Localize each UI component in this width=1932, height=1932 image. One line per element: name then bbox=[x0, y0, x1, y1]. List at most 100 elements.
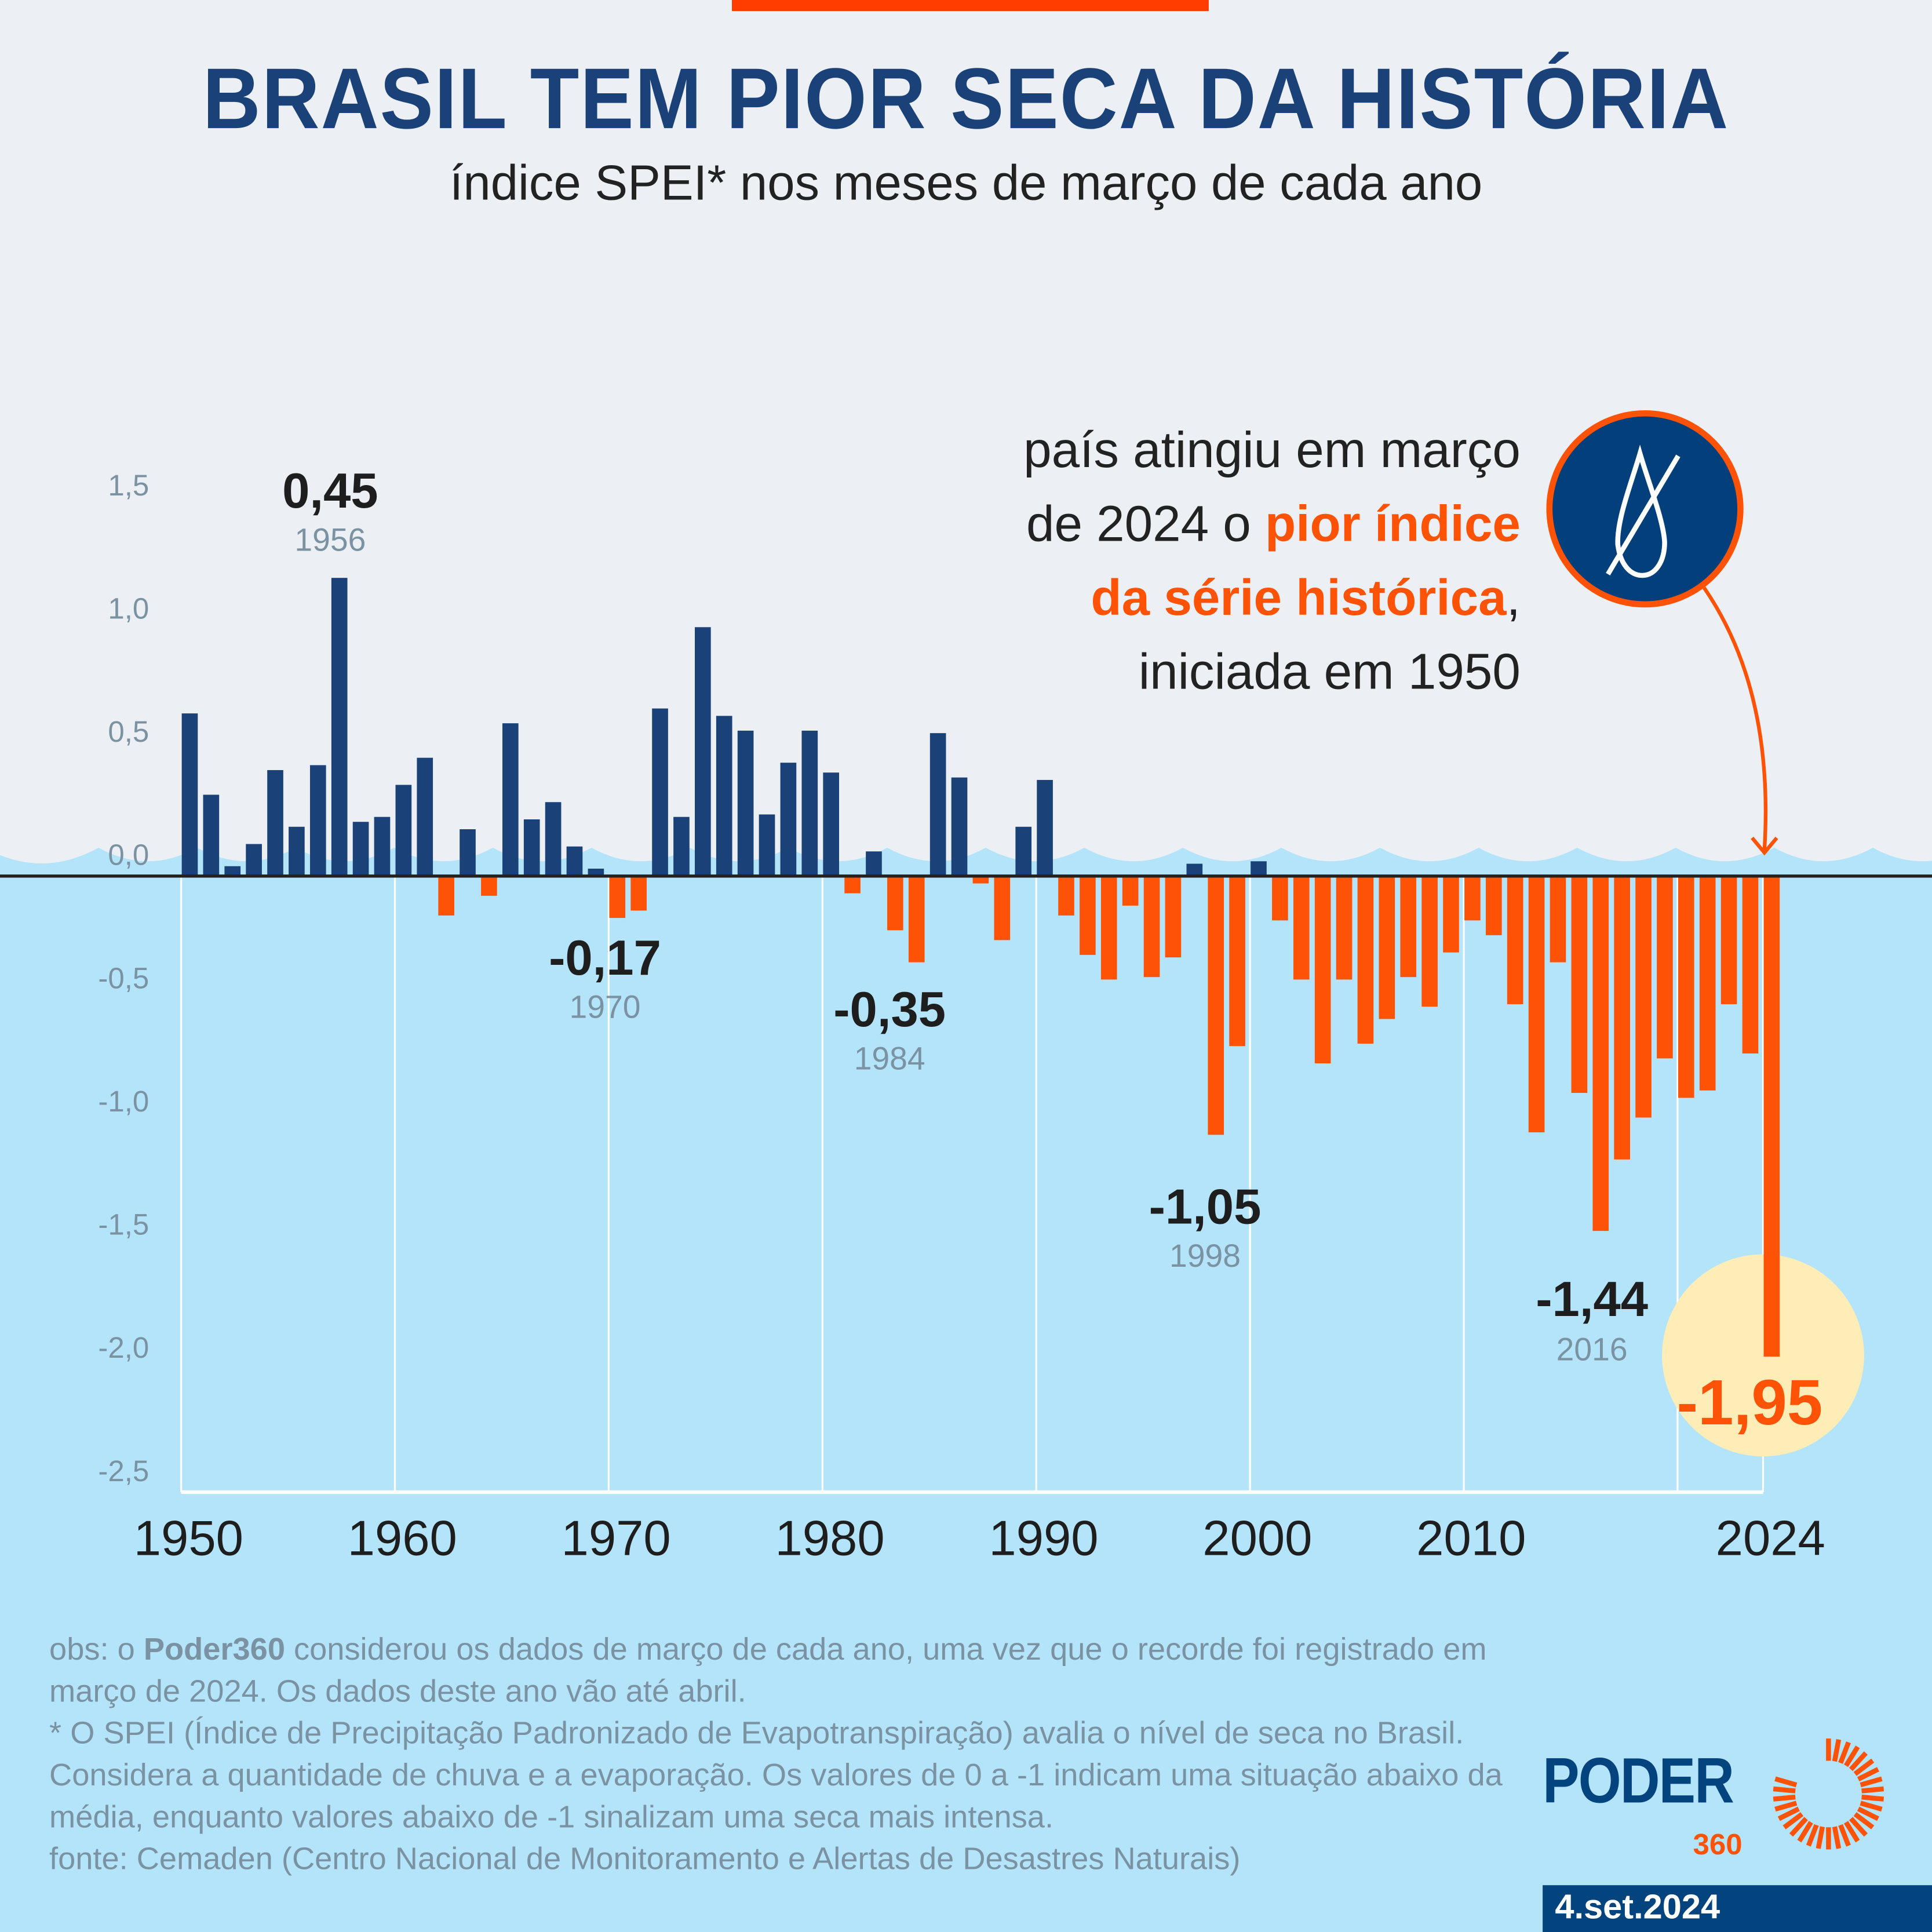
callout-value-2024: -1,95 bbox=[1676, 1367, 1822, 1438]
sun-ray bbox=[1832, 1826, 1842, 1849]
bar-1991 bbox=[1058, 876, 1074, 916]
bar-1989 bbox=[1015, 826, 1032, 876]
sun-ray bbox=[1777, 1806, 1800, 1821]
highlight-circle bbox=[1662, 1254, 1864, 1457]
bar-1999 bbox=[1229, 876, 1245, 1047]
bar-2009 bbox=[1443, 876, 1459, 953]
sun-ray bbox=[1838, 1824, 1851, 1847]
bar-1951 bbox=[203, 794, 220, 876]
sun-ray bbox=[1844, 1745, 1860, 1767]
bar-1965 bbox=[502, 723, 519, 876]
bar-1997 bbox=[1186, 863, 1203, 876]
obs-brand: Poder360 bbox=[143, 1632, 285, 1667]
poder360-logo: PODER bbox=[1543, 1745, 1734, 1818]
annotation-highlight: pior índice bbox=[1265, 495, 1521, 552]
annotation-plain: , bbox=[1506, 569, 1521, 626]
page-subtitle: índice SPEI* nos meses de março de cada … bbox=[449, 156, 1483, 211]
bar-1988 bbox=[994, 876, 1011, 941]
x-tick-label: 1950 bbox=[134, 1511, 243, 1566]
annotation-text: país atingiu em março de 2024 o pior índ… bbox=[1023, 413, 1521, 708]
bar-2004 bbox=[1336, 876, 1353, 980]
bar-1955 bbox=[289, 826, 305, 876]
spei-bar-chart: 1,5 1,0 0,5 0,0 -0,5 -1,0 -1,5 -2,0 -2,5 1950 196… bbox=[0, 464, 1932, 1566]
bar-1970 bbox=[609, 876, 626, 918]
y-tick-label: -1,0 bbox=[98, 1085, 149, 1118]
sun-ray bbox=[1832, 1739, 1842, 1762]
bar-2016 bbox=[1592, 876, 1609, 1231]
bar-1975 bbox=[716, 716, 732, 876]
bar-1972 bbox=[652, 708, 668, 876]
x-tick-label: 1980 bbox=[775, 1511, 884, 1566]
bar-1959 bbox=[374, 816, 391, 876]
bar-1982 bbox=[866, 851, 882, 876]
footnotes: obs: o Poder360 considerou os dados de m… bbox=[49, 1629, 1503, 1880]
bar-1993 bbox=[1100, 876, 1117, 980]
sun-ray bbox=[1860, 1776, 1883, 1788]
bar-2015 bbox=[1571, 876, 1588, 1093]
bar-1953 bbox=[246, 844, 262, 876]
bar-1978 bbox=[780, 763, 797, 876]
callout-value-1956: 0,45 bbox=[282, 464, 378, 519]
callout-value-2016: -1,44 bbox=[1536, 1272, 1648, 1327]
y-tick-label: 0,5 bbox=[108, 715, 149, 748]
bar-1998 bbox=[1208, 876, 1224, 1135]
sun-ray bbox=[1860, 1800, 1883, 1812]
y-tick-label: -0,5 bbox=[98, 961, 149, 994]
page-title: BRASIL TEM PIOR SECA DA HISTÓRIA bbox=[202, 50, 1730, 147]
x-tick-label: 2000 bbox=[1202, 1511, 1312, 1566]
bar-1996 bbox=[1165, 876, 1182, 958]
bar-1976 bbox=[737, 730, 754, 876]
bar-1952 bbox=[224, 866, 241, 876]
bar-1954 bbox=[267, 770, 283, 876]
obs-prefix: obs: o bbox=[49, 1632, 144, 1667]
x-tick-label: 1970 bbox=[562, 1511, 671, 1566]
sun-ray bbox=[1844, 1821, 1860, 1843]
bar-1994 bbox=[1122, 876, 1139, 906]
callout-year-1984: 1984 bbox=[854, 1041, 925, 1077]
bar-1977 bbox=[759, 814, 775, 876]
poder360-logo-sub: 360 bbox=[1693, 1828, 1743, 1862]
annotation-line-4: iniciada em 1950 bbox=[1138, 643, 1521, 700]
callout-year-1956: 1956 bbox=[294, 522, 366, 557]
sun-ray bbox=[1861, 1786, 1884, 1794]
sun-ray bbox=[1782, 1812, 1804, 1829]
bar-2017 bbox=[1614, 876, 1630, 1160]
bar-1992 bbox=[1080, 876, 1096, 955]
publish-date: 4.set.2024 bbox=[1555, 1887, 1720, 1926]
bar-1985 bbox=[929, 733, 946, 876]
callout-value-1984: -0,35 bbox=[833, 982, 946, 1037]
bar-1961 bbox=[417, 757, 433, 876]
sun-ray bbox=[1849, 1751, 1868, 1771]
bar-1986 bbox=[951, 777, 968, 876]
bar-1979 bbox=[801, 730, 818, 876]
sun-ray bbox=[1857, 1767, 1879, 1782]
sun-ray bbox=[1797, 1821, 1813, 1843]
bar-1957 bbox=[331, 578, 348, 876]
bar-2018 bbox=[1635, 876, 1652, 1118]
bar-1981 bbox=[844, 876, 861, 894]
y-tick-label: 1,5 bbox=[108, 469, 149, 502]
sun-ray bbox=[1853, 1758, 1875, 1776]
annotation-line-3: da série histórica, bbox=[1023, 560, 1521, 635]
x-tick-label: 1960 bbox=[348, 1511, 457, 1566]
bar-1987 bbox=[972, 876, 989, 884]
bar-2007 bbox=[1400, 876, 1417, 978]
x-tick-label: 2010 bbox=[1416, 1511, 1526, 1566]
bar-1962 bbox=[438, 876, 454, 916]
y-tick-label: -2,5 bbox=[98, 1455, 149, 1488]
bar-2008 bbox=[1421, 876, 1438, 1007]
water-background bbox=[0, 876, 1932, 1932]
sun-ray bbox=[1773, 1794, 1796, 1802]
sun-ray bbox=[1806, 1824, 1819, 1847]
annotation-plain: de 2024 o bbox=[1026, 495, 1266, 552]
bar-2006 bbox=[1379, 876, 1395, 1019]
bar-2003 bbox=[1314, 876, 1331, 1063]
y-tick-label: -1,5 bbox=[98, 1208, 149, 1241]
x-tick-label: 1990 bbox=[989, 1511, 1098, 1566]
callout-year-1998: 1998 bbox=[1169, 1238, 1241, 1274]
bar-1950 bbox=[181, 713, 198, 876]
source-note: fonte: Cemaden (Centro Nacional de Monit… bbox=[49, 1842, 1241, 1877]
bar-2000 bbox=[1251, 861, 1267, 876]
bar-1969 bbox=[588, 869, 604, 876]
